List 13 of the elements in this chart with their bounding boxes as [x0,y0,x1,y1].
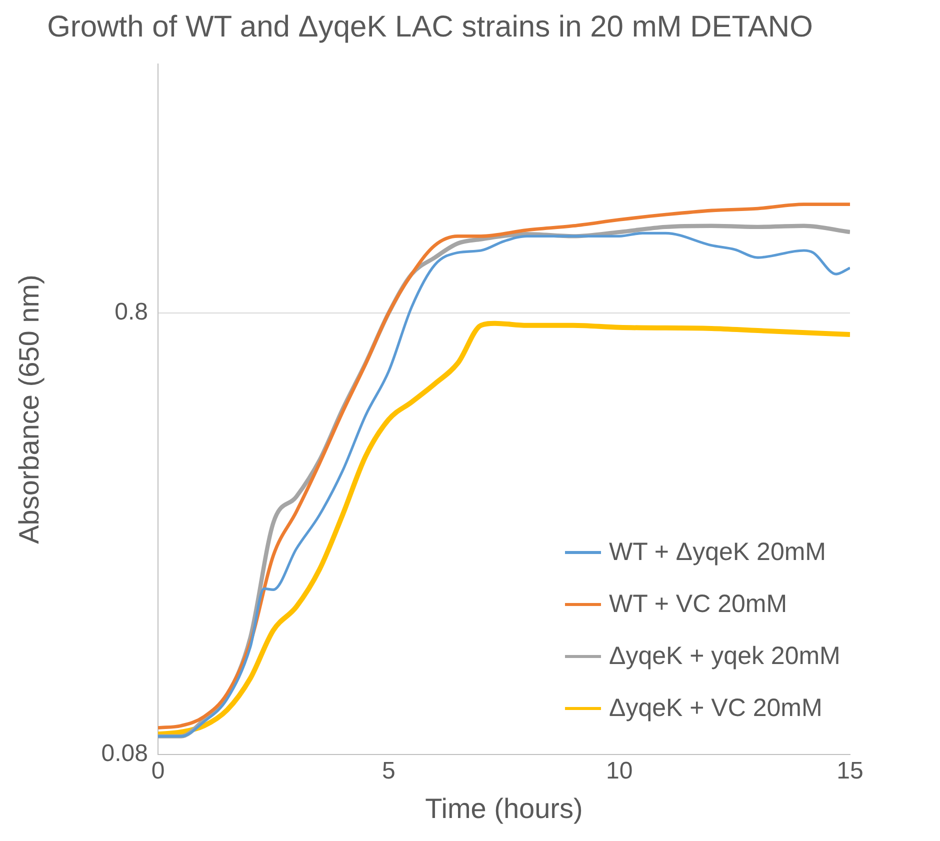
y-axis-title: Absorbance (650 nm) [14,274,45,544]
legend-label: ΔyqeK + VC 20mM [609,694,822,724]
chart-title: Growth of WT and ΔyqeK LAC strains in 20 mM DETANO [47,10,813,44]
x-axis-title: Time (hours) [425,792,583,824]
x-tick-label: 0 [151,758,165,785]
y-tick-label: 0.08 [101,740,148,768]
x-tick-label: 5 [382,758,396,785]
legend-label: WT + ΔyqeK 20mM [609,538,826,568]
legend-label: WT + VC 20mM [609,590,788,620]
legend-label: ΔyqeK + yqek 20mM [609,642,840,672]
y-tick-label: 0.8 [114,298,148,326]
x-tick-label: 15 [836,758,864,785]
x-tick-label: 10 [606,758,633,785]
